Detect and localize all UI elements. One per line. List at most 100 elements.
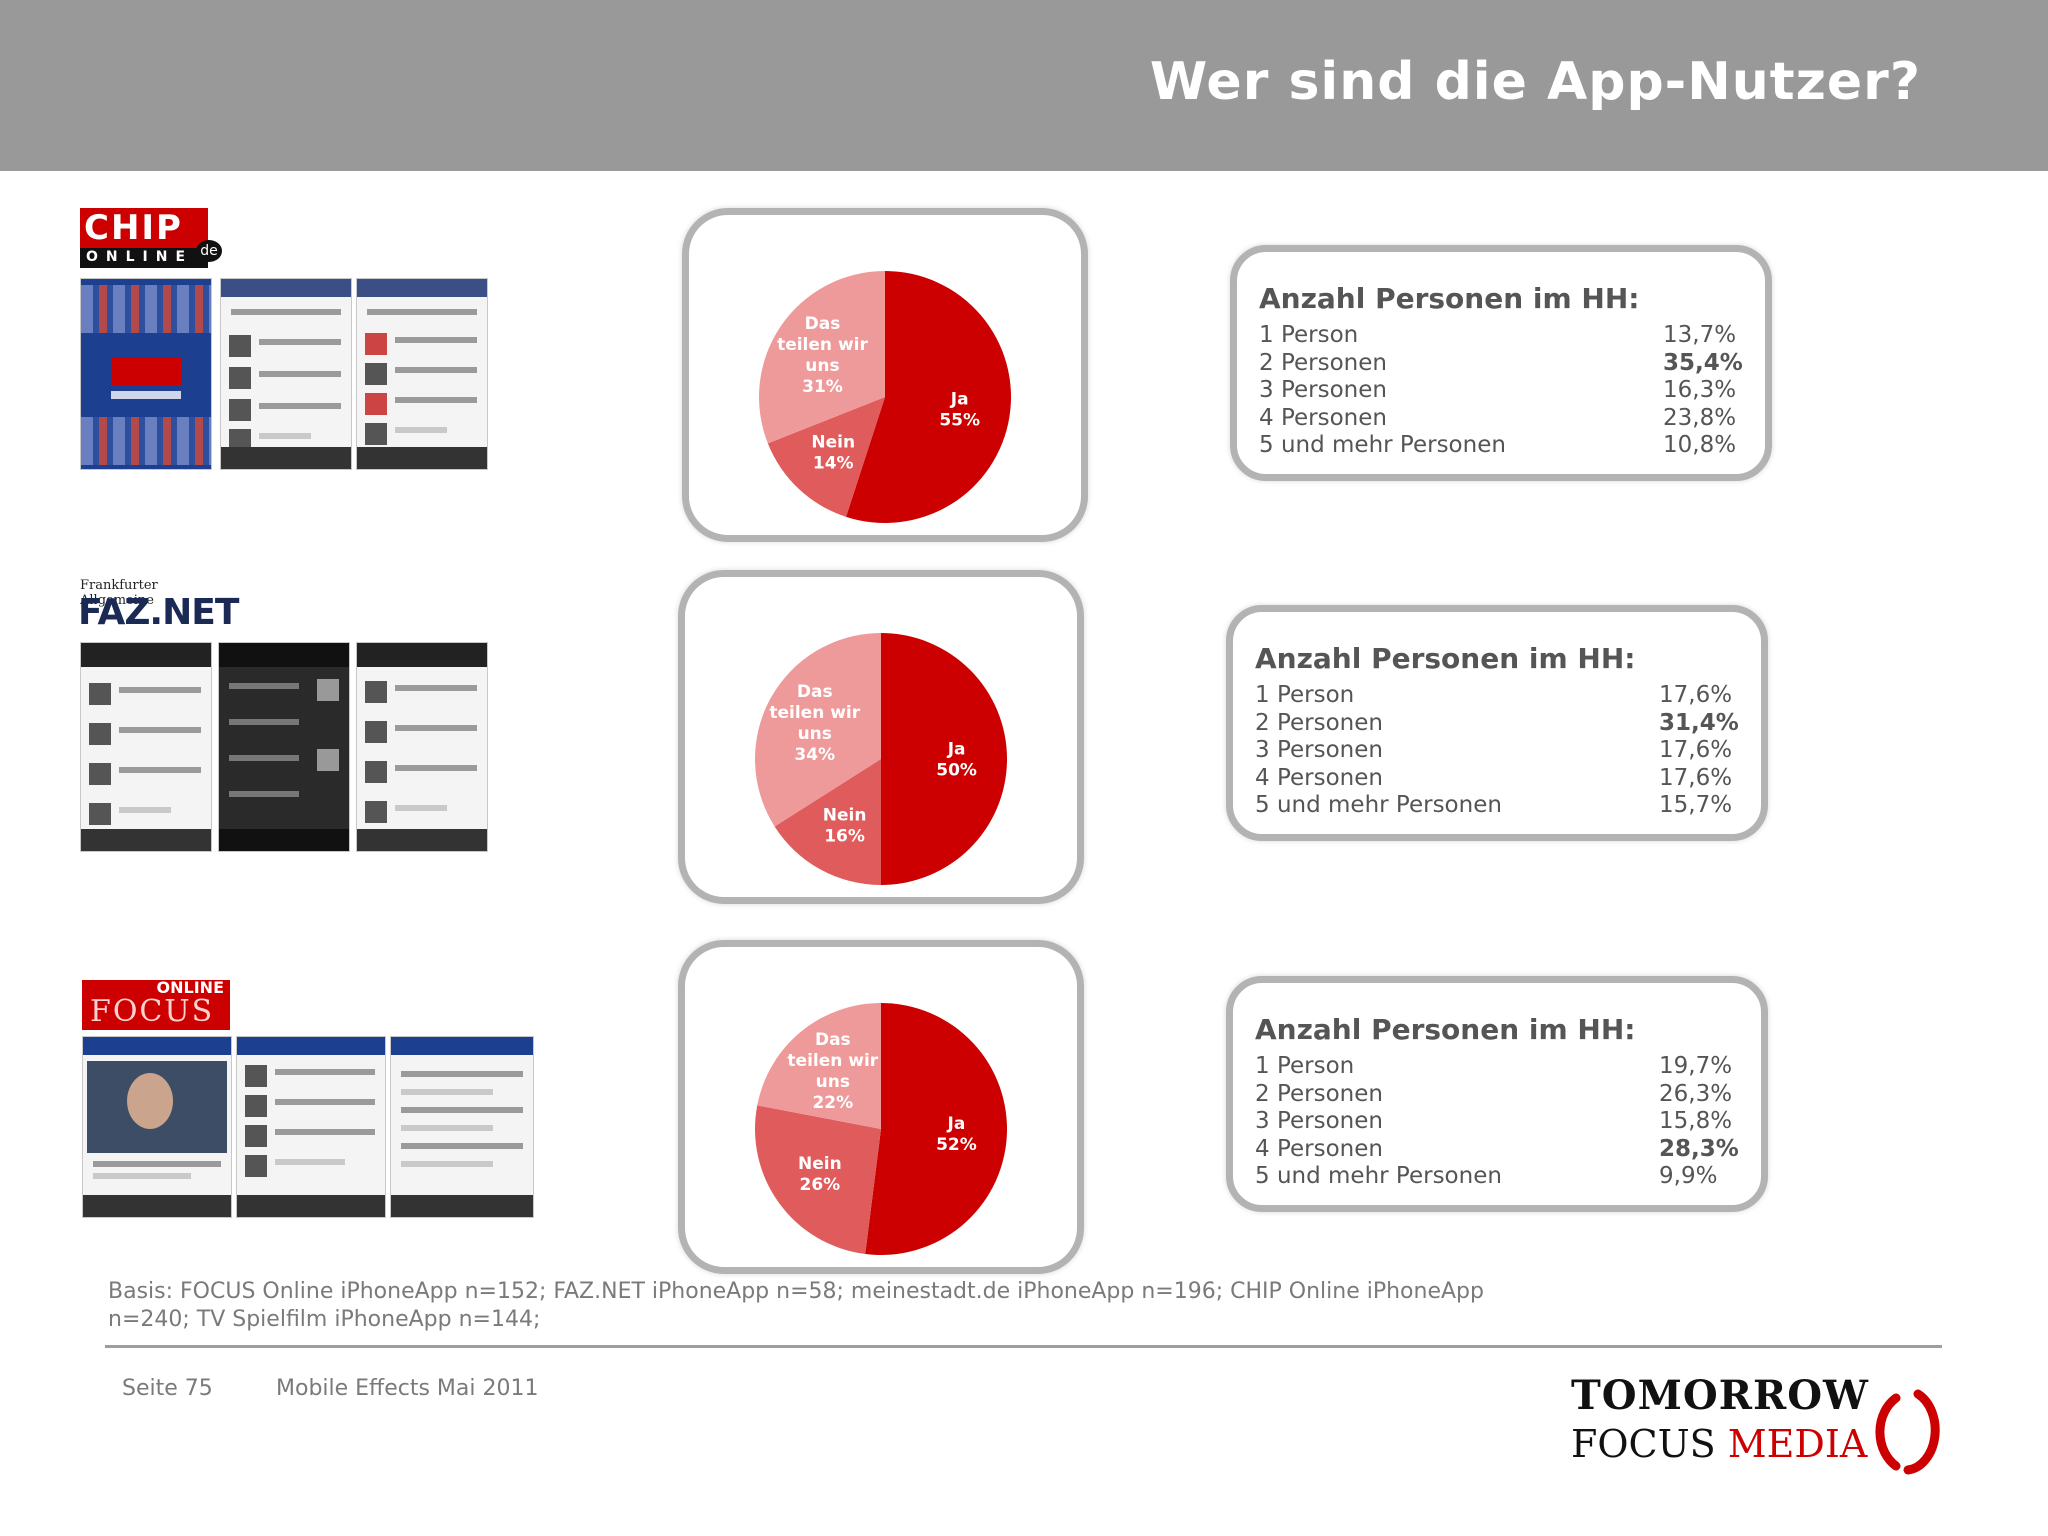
- focus-logo-text: FOCUS: [90, 994, 215, 1029]
- faz-logo-small: Frankfurter Allgemeine: [80, 578, 158, 608]
- hh-row-value: 9,9%: [1659, 1163, 1718, 1189]
- hh-table-row: 1 Person 17,6%: [1255, 682, 1749, 709]
- hh-row-label: 3 Personen: [1255, 737, 1383, 763]
- hh-row-value: 17,6%: [1659, 764, 1733, 791]
- hh-row-label: 1 Person: [1255, 682, 1355, 708]
- pie-label-nein: Nein 26%: [798, 1154, 842, 1195]
- hh-row-label: 2 Personen: [1255, 709, 1383, 736]
- brand-logo: TOMORROW FOCUS MEDIA: [1566, 1372, 1946, 1492]
- hh-row-label: 1 Person: [1255, 1053, 1355, 1079]
- hh-table-3: Anzahl Personen im HH: 1 Person 19,7% 2 Per…: [1226, 976, 1768, 1212]
- pie-chart-3: Ja 52% Nein 26% Das teilen wir uns 22%: [755, 1003, 1007, 1255]
- pie-slice-das-teilen-wir-uns: [755, 633, 881, 827]
- faz-screenshot-list: [356, 642, 488, 852]
- pie-label-nein: Nein 14%: [811, 433, 855, 474]
- hh-row-value: 15,8%: [1659, 1108, 1733, 1134]
- pie-label-nein: Nein 16%: [823, 806, 867, 847]
- pie-box-2: Ja 50% Nein 16% Das teilen wir uns 34%: [678, 570, 1084, 904]
- faz-logo: FAZ.NET: [78, 592, 239, 633]
- focus-logo-sub: ONLINE: [156, 978, 224, 997]
- brand-line-2: FOCUS MEDIA: [1571, 1422, 1867, 1466]
- hh-row-value: 19,7%: [1659, 1053, 1733, 1079]
- pie-label-ja: Ja 52%: [936, 1114, 977, 1155]
- pie-label-das-teilen-wir-uns: Das teilen wir uns 31%: [777, 314, 868, 397]
- chip-screenshot-list: [220, 278, 352, 470]
- pie-label-ja: Ja 50%: [936, 740, 977, 781]
- page-title: Wer sind die App-Nutzer?: [1149, 52, 1921, 112]
- chip-logo-text: CHIP: [84, 208, 183, 248]
- hh-table-row: 3 Personen 16,3%: [1259, 377, 1753, 404]
- hh-table-row: 4 Personen 23,8%: [1259, 405, 1753, 432]
- hh-table-row: 1 Person 19,7%: [1255, 1053, 1749, 1080]
- hh-table-row: 2 Personen 31,4%: [1255, 710, 1749, 737]
- hh-table-title: Anzahl Personen im HH:: [1255, 642, 1636, 675]
- brand-focus: FOCUS: [1571, 1422, 1716, 1466]
- hh-table-title: Anzahl Personen im HH:: [1259, 282, 1640, 315]
- pie-slice-ja: [865, 1003, 1007, 1255]
- hh-row-label: 5 und mehr Personen: [1255, 792, 1502, 818]
- pie-box-1: Ja 55% Nein 14% Das teilen wir uns 31%: [682, 208, 1088, 542]
- hh-row-value: 23,8%: [1663, 404, 1737, 431]
- pie-chart-1: Ja 55% Nein 14% Das teilen wir uns 31%: [759, 271, 1011, 523]
- hh-row-value: 13,7%: [1663, 322, 1737, 348]
- focus-screenshot-top: [82, 1036, 232, 1218]
- page-number: Seite 75: [122, 1376, 213, 1401]
- hh-row-label: 4 Personen: [1255, 764, 1383, 791]
- hh-table-row: 5 und mehr Personen 10,8%: [1259, 432, 1753, 459]
- hh-row-value: 16,3%: [1663, 377, 1737, 403]
- basis-note: Basis: FOCUS Online iPhoneApp n=152; FAZ…: [108, 1279, 1484, 1332]
- hh-row-label: 2 Personen: [1255, 1080, 1383, 1107]
- hh-row-value: 17,6%: [1659, 737, 1733, 763]
- hh-row-value: 35,4%: [1663, 349, 1743, 376]
- document-name: Mobile Effects Mai 2011: [276, 1376, 539, 1401]
- pie-chart-2: Ja 50% Nein 16% Das teilen wir uns 34%: [755, 633, 1007, 885]
- pie-slice-nein: [774, 759, 881, 885]
- hh-table-row: 4 Personen 17,6%: [1255, 765, 1749, 792]
- hh-row-label: 2 Personen: [1259, 349, 1387, 376]
- hh-table-1: Anzahl Personen im HH: 1 Person 13,7% 2 Per…: [1230, 245, 1772, 481]
- hh-row-value: 17,6%: [1659, 682, 1733, 708]
- brand-media: MEDIA: [1727, 1422, 1868, 1466]
- hh-row-label: 3 Personen: [1255, 1108, 1383, 1134]
- pie-label-das-teilen-wir-uns: Das teilen wir uns 22%: [787, 1030, 878, 1113]
- brand-ring-icon: [1875, 1389, 1940, 1475]
- footer-divider: [105, 1345, 1942, 1348]
- hh-row-value: 26,3%: [1659, 1080, 1733, 1107]
- focus-screenshot-list: [236, 1036, 386, 1218]
- focus-logo: ONLINE FOCUS: [82, 978, 230, 1030]
- pie-slice-ja: [881, 633, 1007, 885]
- hh-row-label: 3 Personen: [1259, 377, 1387, 403]
- hh-row-label: 5 und mehr Personen: [1259, 432, 1506, 458]
- hh-table-row: 2 Personen 26,3%: [1255, 1081, 1749, 1108]
- chip-logo-badge: de: [196, 240, 222, 262]
- hh-table-row: 4 Personen 28,3%: [1255, 1136, 1749, 1163]
- pie-slice-ja: [846, 271, 1011, 523]
- hh-table-title: Anzahl Personen im HH:: [1255, 1013, 1636, 1046]
- hh-row-value: 10,8%: [1663, 432, 1737, 458]
- hh-row-label: 4 Personen: [1259, 404, 1387, 431]
- chip-screenshot-cover: [80, 278, 212, 470]
- hh-row-value: 31,4%: [1659, 709, 1739, 736]
- hh-table-row: 2 Personen 35,4%: [1259, 350, 1753, 377]
- hh-table-row: 5 und mehr Personen 9,9%: [1255, 1163, 1749, 1190]
- pie-slice-das-teilen-wir-uns: [759, 271, 885, 444]
- hh-row-value: 15,7%: [1659, 792, 1733, 818]
- hh-row-label: 4 Personen: [1255, 1135, 1383, 1162]
- pie-slice-das-teilen-wir-uns: [757, 1003, 881, 1129]
- pie-label-das-teilen-wir-uns: Das teilen wir uns 34%: [769, 682, 860, 765]
- hh-table-row: 3 Personen 17,6%: [1255, 737, 1749, 764]
- faz-screenshot-news: [80, 642, 212, 852]
- focus-screenshot-quotes: [390, 1036, 534, 1218]
- header-bar: Wer sind die App-Nutzer?: [0, 0, 2048, 171]
- faz-screenshot-sections: [218, 642, 350, 852]
- hh-row-label: 5 und mehr Personen: [1255, 1163, 1502, 1189]
- hh-table-row: 3 Personen 15,8%: [1255, 1108, 1749, 1135]
- hh-table-row: 1 Person 13,7%: [1259, 322, 1753, 349]
- pie-slice-nein: [767, 397, 885, 517]
- hh-table-2: Anzahl Personen im HH: 1 Person 17,6% 2 Per…: [1226, 605, 1768, 841]
- pie-box-3: Ja 52% Nein 26% Das teilen wir uns 22%: [678, 940, 1084, 1274]
- hh-row-label: 1 Person: [1259, 322, 1359, 348]
- chip-logo-sub: ONLINE: [86, 249, 194, 265]
- chip-logo: CHIP ONLINE de: [80, 208, 222, 268]
- hh-row-value: 28,3%: [1659, 1135, 1739, 1162]
